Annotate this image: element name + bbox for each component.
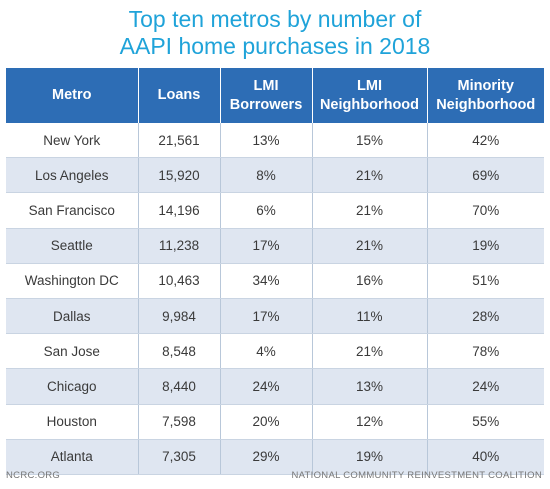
column-header: Minority Neighborhood (426, 68, 544, 123)
metro-cell: San Jose (6, 333, 138, 370)
value-cell: 17% (219, 298, 312, 335)
column-header-text: Neighborhood (319, 96, 420, 113)
table-row: Los Angeles 15,920 8% 21% 69% (6, 157, 544, 194)
metro-cell: Los Angeles (6, 157, 138, 194)
metros-table: Metro Loans LMI Borrowers LMI Neighborhood Min… (6, 68, 544, 475)
value-cell: 40% (426, 439, 544, 475)
value-cell: 19% (426, 228, 544, 264)
value-cell: 28% (426, 298, 544, 335)
metro-cell: San Francisco (6, 192, 138, 229)
value-cell: 34% (219, 263, 312, 299)
metro-cell: Dallas (6, 298, 138, 335)
value-cell: 11,238 (137, 228, 220, 264)
table-row: New York 21,561 13% 15% 42% (6, 123, 544, 159)
value-cell: 42% (426, 123, 544, 159)
table-row: San Francisco 14,196 6% 21% 70% (6, 192, 544, 229)
footer-organization: NATIONAL COMMUNITY REINVESTMENT COALITIO… (291, 470, 542, 481)
value-cell: 14,196 (137, 192, 220, 229)
value-cell: 13% (219, 123, 312, 159)
value-cell: 9,984 (137, 298, 220, 335)
chart-title: Top ten metros by number of AAPI home pu… (0, 6, 550, 60)
value-cell: 21% (311, 228, 427, 264)
column-header-text: Loans (157, 87, 201, 103)
metro-cell: Chicago (6, 368, 138, 405)
column-header-text: Borrowers (229, 96, 303, 113)
metro-cell: Atlanta (6, 439, 138, 475)
value-cell: 21% (311, 333, 427, 370)
value-cell: 21% (311, 192, 427, 229)
table-body: New York 21,561 13% 15% 42% Los Angeles 15,920… (6, 123, 544, 475)
value-cell: 19% (311, 439, 427, 475)
table-row: Washington DC 10,463 34% 16% 51% (6, 263, 544, 299)
chart-title-line-1: Top ten metros by number of (128, 6, 422, 32)
value-cell: 7,598 (137, 404, 220, 440)
value-cell: 7,305 (137, 439, 220, 475)
value-cell: 24% (426, 368, 544, 405)
value-cell: 21% (311, 157, 427, 194)
value-cell: 6% (219, 192, 312, 229)
footer-site: NCRC.ORG (6, 470, 61, 481)
value-cell: 20% (219, 404, 312, 440)
value-cell: 21,561 (137, 123, 220, 159)
chart-title-line-2: AAPI home purchases in 2018 (119, 33, 431, 59)
column-header-text: Neighborhood (436, 96, 536, 113)
value-cell: 15,920 (137, 157, 220, 194)
value-cell: 69% (426, 157, 544, 194)
column-header-text: Minority (457, 77, 514, 94)
value-cell: 12% (311, 404, 427, 440)
table-row: Dallas 9,984 17% 11% 28% (6, 298, 544, 335)
value-cell: 15% (311, 123, 427, 159)
value-cell: 24% (219, 368, 312, 405)
value-cell: 70% (426, 192, 544, 229)
value-cell: 13% (311, 368, 427, 405)
metro-cell: Seattle (6, 228, 138, 264)
column-header: Metro (6, 68, 138, 123)
table-row: Atlanta 7,305 29% 19% 40% (6, 439, 544, 475)
column-header-text: Metro (52, 87, 92, 103)
table-row: Seattle 11,238 17% 21% 19% (6, 228, 544, 264)
column-header-text: LMI (357, 77, 382, 94)
value-cell: 8% (219, 157, 312, 194)
column-header: LMI Neighborhood (311, 68, 427, 123)
metro-cell: Houston (6, 404, 138, 440)
value-cell: 17% (219, 228, 312, 264)
metro-cell: Washington DC (6, 263, 138, 299)
value-cell: 10,463 (137, 263, 220, 299)
value-cell: 11% (311, 298, 427, 335)
value-cell: 4% (219, 333, 312, 370)
table-row: Chicago 8,440 24% 13% 24% (6, 368, 544, 405)
value-cell: 51% (426, 263, 544, 299)
column-header: LMI Borrowers (219, 68, 312, 123)
value-cell: 78% (426, 333, 544, 370)
value-cell: 8,548 (137, 333, 220, 370)
value-cell: 29% (219, 439, 312, 475)
column-header: Loans (137, 68, 220, 123)
table-row: Houston 7,598 20% 12% 55% (6, 404, 544, 440)
metro-cell: New York (6, 123, 138, 159)
value-cell: 16% (311, 263, 427, 299)
value-cell: 55% (426, 404, 544, 440)
table-header-row: Metro Loans LMI Borrowers LMI Neighborhood Min… (6, 68, 544, 123)
column-header-text: LMI (253, 77, 279, 94)
value-cell: 8,440 (137, 368, 220, 405)
table-row: San Jose 8,548 4% 21% 78% (6, 333, 544, 370)
